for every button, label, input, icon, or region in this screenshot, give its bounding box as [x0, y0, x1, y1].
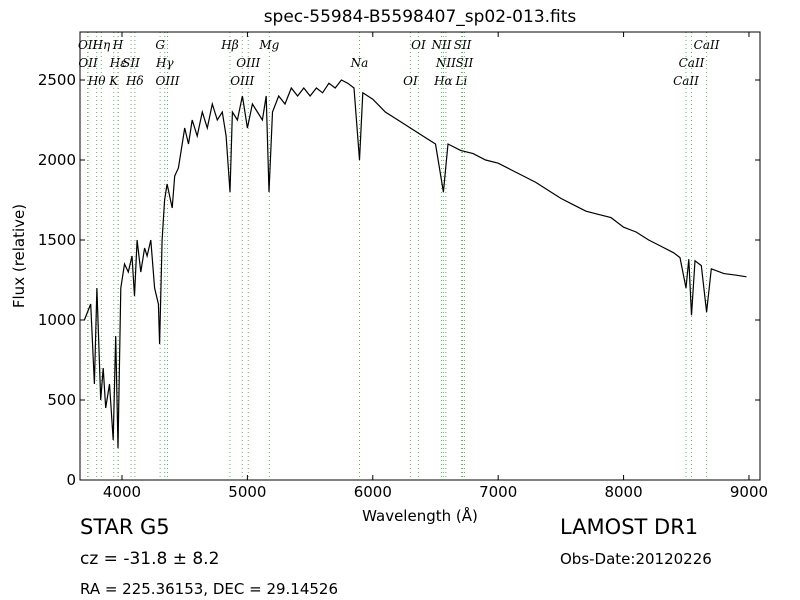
x-tick-label: 9000 [730, 483, 768, 501]
annotation: STAR [80, 515, 133, 539]
spectral-line-label: Hη [91, 38, 110, 52]
annotation: LAMOST DR1 [560, 515, 698, 539]
y-axis-label: Flux (relative) [10, 204, 28, 308]
spectral-line-label: SII [456, 56, 474, 70]
y-tick-label: 0 [66, 471, 76, 489]
spectral-line-label: Li [455, 74, 468, 88]
spectral-line-label: Hβ [220, 38, 238, 52]
spectral-line-label: OI [411, 38, 426, 52]
spectral-line-label: SII [122, 56, 140, 70]
y-tick-label: 2000 [38, 151, 76, 169]
spectral-line-label: Hθ [87, 74, 106, 88]
y-tick-label: 500 [47, 391, 76, 409]
spectral-line-label: OIII [155, 74, 179, 88]
annotation: RA = 225.36153, DEC = 29.14526 [80, 580, 338, 598]
x-axis-label: Wavelength (Å) [362, 506, 478, 525]
spectral-line-label: Hγ [155, 56, 174, 70]
spectral-line-label: G [155, 38, 165, 52]
spectral-line-label: Hδ [125, 74, 144, 88]
spectral-line-label: Na [350, 56, 369, 70]
x-tick-label: 6000 [354, 483, 392, 501]
spectral-line-label: CaII [673, 74, 699, 88]
x-tick-label: 4000 [103, 483, 141, 501]
y-tick-label: 2500 [38, 71, 76, 89]
spectral-line-label: OIII [230, 74, 254, 88]
spectral-line-label: CaII [694, 38, 720, 52]
annotation: Obs-Date:20120226 [560, 550, 712, 568]
spectral-line-label: Hε [109, 56, 127, 70]
spectral-line-label: OII [78, 56, 98, 70]
spectral-line-label: SII [454, 38, 472, 52]
plot-frame [79, 31, 761, 481]
x-tick-label: 8000 [604, 483, 642, 501]
x-tick-label: 5000 [228, 483, 266, 501]
x-tick-label: 7000 [479, 483, 517, 501]
spectral-line-label: Mg [258, 38, 279, 52]
y-tick-label: 1500 [38, 231, 76, 249]
spectral-line-label: NII [435, 56, 456, 70]
spectral-line-label: OIII [236, 56, 260, 70]
spectral-line-label: Hα [433, 74, 453, 88]
annotation: G5 [140, 515, 170, 539]
spectral-line-label: CaII [679, 56, 705, 70]
spectral-line-label: OI [403, 74, 418, 88]
spectral-line-label: K [108, 74, 119, 88]
spectral-line-label: NII [431, 38, 452, 52]
spectrum-line [83, 79, 747, 449]
y-tick-label: 1000 [38, 311, 76, 329]
annotation: cz = -31.8 ± 8.2 [80, 549, 219, 569]
chart-title: spec-55984-B5598407_sp02-013.fits [264, 7, 577, 27]
spectral-line-label: H [112, 38, 124, 52]
